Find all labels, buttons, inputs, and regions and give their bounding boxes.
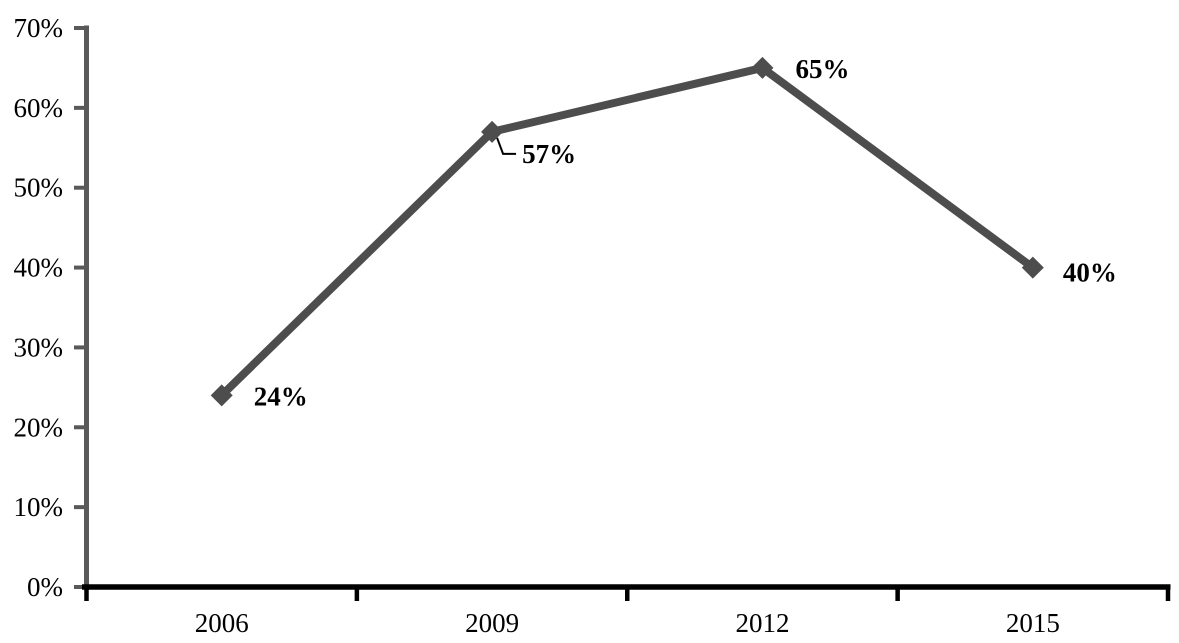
x-category-label: 2009 <box>465 608 519 638</box>
x-category-label: 2015 <box>1006 608 1060 638</box>
data-point-markers <box>210 56 1044 407</box>
y-tick-label: 0% <box>27 572 63 602</box>
y-tick-label: 10% <box>14 492 64 522</box>
x-axis-ticks <box>84 587 1171 601</box>
data-point-label: 24% <box>254 381 308 411</box>
data-point-labels: 24% 57% 65% 40% <box>254 54 1117 411</box>
x-category-label: 2012 <box>735 608 789 638</box>
y-tick-label: 60% <box>14 93 64 123</box>
data-label-leader-lines <box>496 137 517 155</box>
series-line <box>218 63 1036 399</box>
y-tick-label: 70% <box>14 13 64 43</box>
y-tick-label: 40% <box>14 253 64 283</box>
y-tick-label: 20% <box>14 412 64 442</box>
y-axis-ticks <box>74 26 85 589</box>
x-axis-labels: 2006 2009 2012 2015 <box>195 608 1060 638</box>
data-point-label: 65% <box>795 54 849 84</box>
data-label-leader <box>496 137 517 155</box>
data-series-line <box>218 63 1036 399</box>
data-point-marker <box>210 384 233 407</box>
data-point-marker <box>481 120 504 143</box>
data-point-marker <box>1021 256 1044 279</box>
y-tick-label: 50% <box>14 173 64 203</box>
x-category-label: 2006 <box>195 608 249 638</box>
data-point-label: 40% <box>1063 258 1117 288</box>
y-tick-label: 30% <box>14 332 64 362</box>
data-point-marker <box>751 56 774 79</box>
y-axis-labels: 0% 10% 20% 30% 40% 50% 60% 70% <box>14 13 64 602</box>
data-point-label: 57% <box>522 139 576 169</box>
